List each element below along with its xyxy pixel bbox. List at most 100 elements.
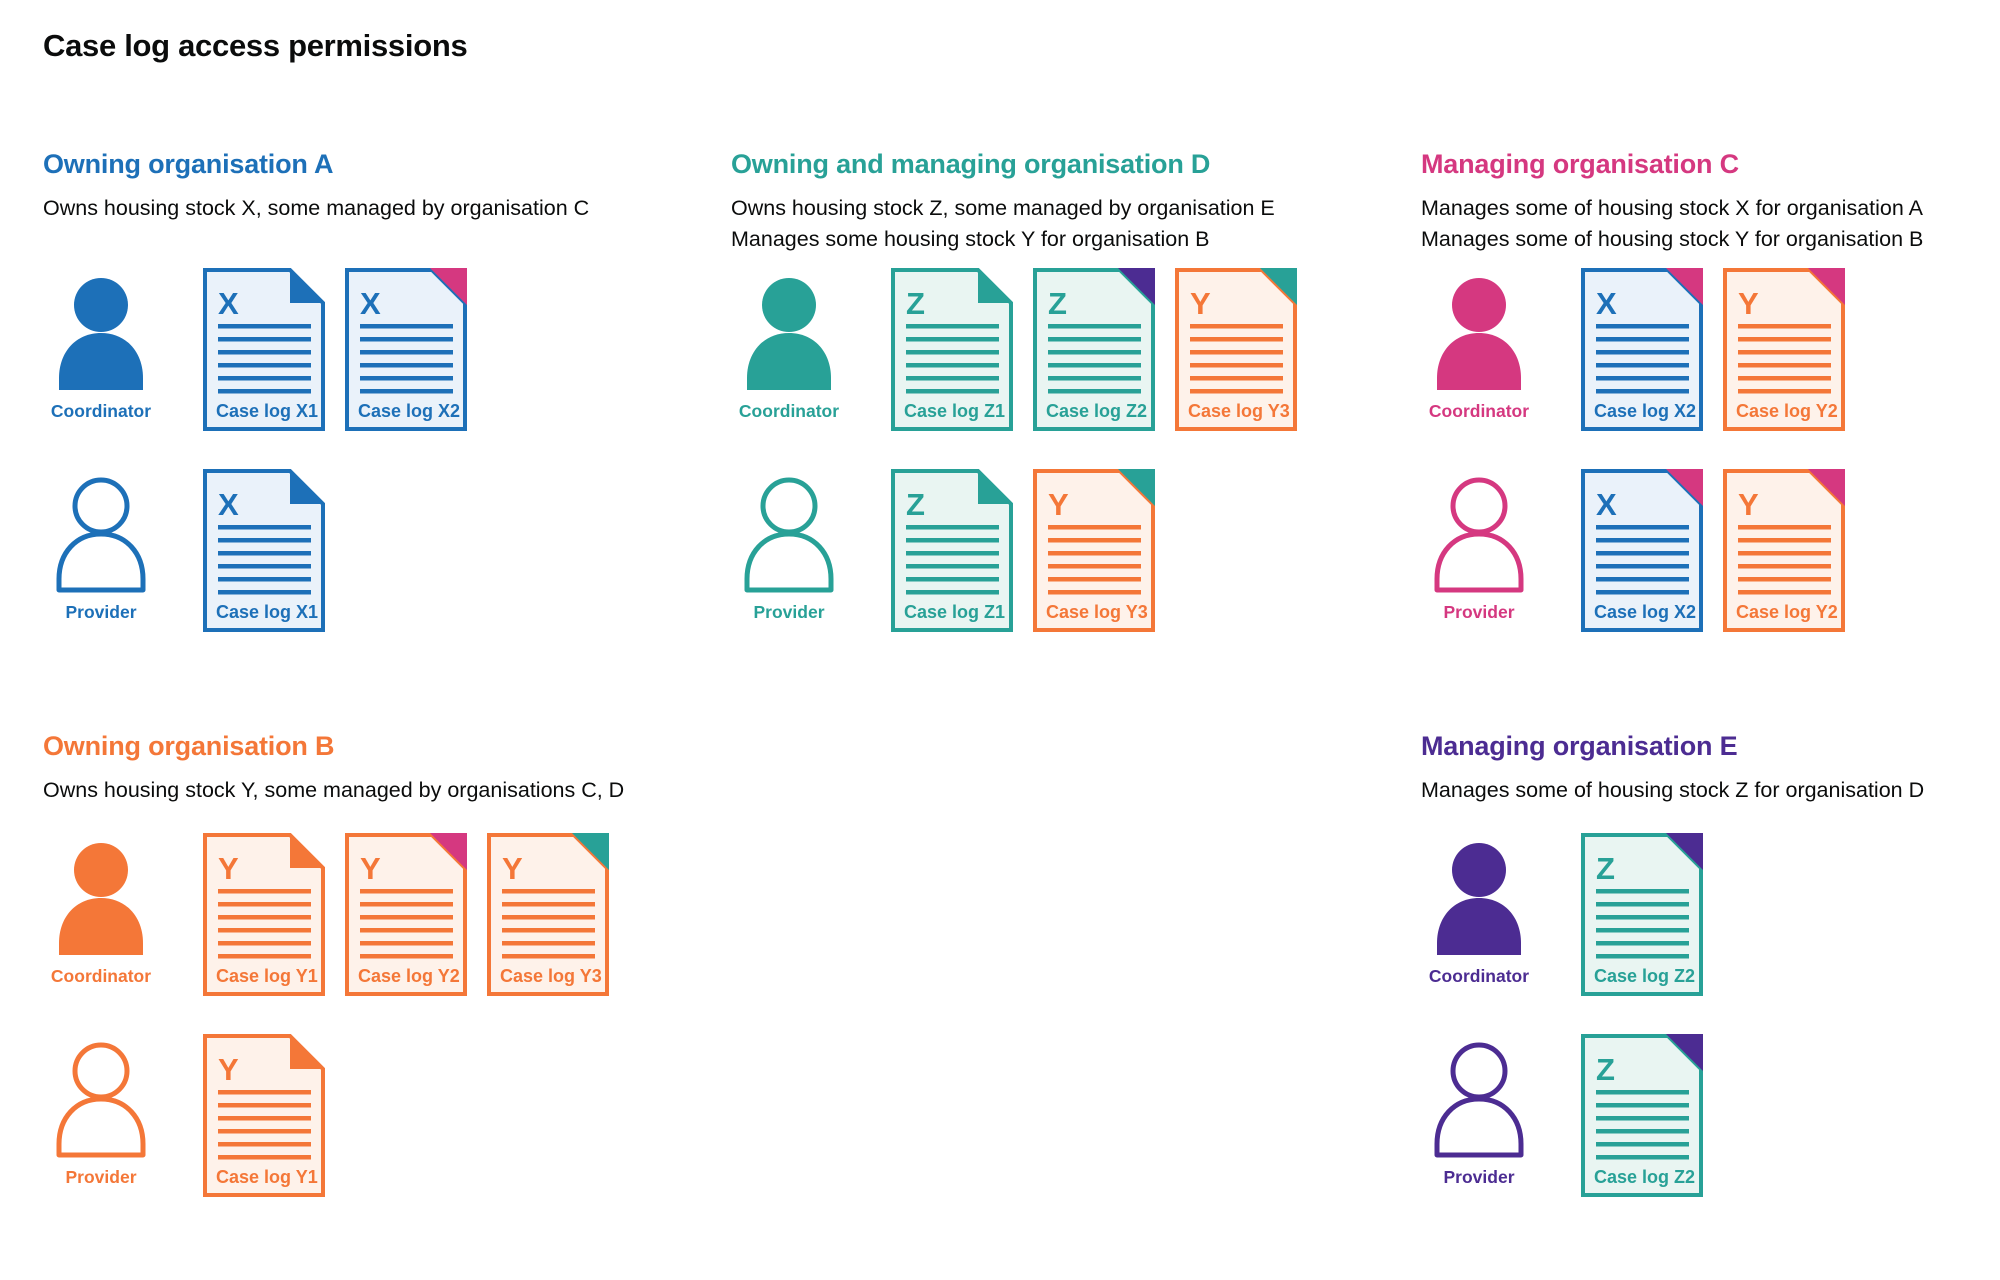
document-text-line — [1048, 577, 1141, 582]
page-title: Case log access permissions — [43, 28, 468, 63]
coordinator-row: Coordinator Z Case log Z1 Z Case log Z2 Y Case… — [731, 268, 1411, 431]
coordinator-figure: Coordinator — [43, 268, 159, 422]
document-text-line — [1596, 915, 1689, 920]
document-stock-letter: Z — [1596, 1052, 1615, 1087]
document-text-line — [906, 324, 999, 329]
case-log-doc: X Case log X1 — [203, 268, 325, 431]
case-log-document-icon: Y Case log Y1 — [203, 1034, 325, 1197]
document-text-line — [360, 941, 453, 946]
document-text-line — [218, 564, 311, 569]
case-log-document-icon: X Case log X1 — [203, 469, 325, 632]
case-log-document-icon: X Case log X2 — [1581, 469, 1703, 632]
document-text-line — [218, 928, 311, 933]
case-log-doc: Z Case log Z2 — [1581, 833, 1703, 996]
provider-row: Provider Z Case log Z2 — [1421, 1034, 1996, 1197]
document-text-line — [218, 337, 311, 342]
document-text-line — [906, 350, 999, 355]
document-text-line — [1048, 376, 1141, 381]
section-description-line: Owns housing stock X, some managed by or… — [43, 196, 590, 220]
person-role-label: Coordinator — [50, 966, 152, 986]
section-heading: Managing organisation E — [1421, 731, 1738, 761]
shared-folded-corner-icon — [1666, 469, 1703, 506]
document-text-line — [360, 902, 453, 907]
document-text-line — [1738, 538, 1831, 543]
folded-corner-icon — [978, 270, 1011, 303]
shared-folded-corner-icon — [430, 833, 467, 870]
document-text-line — [1190, 389, 1283, 394]
section-description-line: Owns housing stock Z, some managed by or… — [731, 196, 1275, 220]
document-text-line — [360, 350, 453, 355]
case-log-document-icon: Z Case log Z2 — [1581, 1034, 1703, 1197]
section-description-line: Manages some of housing stock Z for orga… — [1421, 778, 1925, 802]
document-label: Case log Z2 — [1046, 401, 1147, 421]
document-text-line — [218, 551, 311, 556]
person-role-label: Coordinator — [738, 401, 840, 421]
document-text-line — [360, 954, 453, 959]
provider-person-icon — [56, 477, 146, 593]
case-log-doc: X Case log X2 — [1581, 469, 1703, 632]
section-heading: Owning and managing organisation D — [731, 149, 1211, 179]
document-stock-letter: Y — [1190, 286, 1211, 321]
case-log-document-icon: Y Case log Y2 — [1723, 268, 1845, 431]
folded-corner-icon — [290, 270, 323, 303]
document-label: Case log Y2 — [358, 966, 460, 986]
coordinator-figure: Coordinator — [1421, 268, 1537, 422]
case-log-doc: Y Case log Y3 — [1033, 469, 1155, 632]
case-log-doc: Y Case log Y2 — [1723, 268, 1845, 431]
document-text-line — [1596, 538, 1689, 543]
document-text-line — [218, 1116, 311, 1121]
section-description-line: Owns housing stock Y, some managed by or… — [43, 778, 625, 802]
document-label: Case log Y2 — [1736, 602, 1838, 622]
folded-corner-icon — [290, 1036, 323, 1069]
document-text-line — [1596, 889, 1689, 894]
document-text-line — [218, 577, 311, 582]
section-heading: Managing organisation C — [1421, 149, 1739, 179]
document-text-line — [1738, 337, 1831, 342]
document-stock-letter: Y — [1048, 487, 1069, 522]
section-heading: Owning organisation A — [43, 149, 334, 179]
coordinator-figure: Coordinator — [43, 833, 159, 987]
provider-person-icon — [56, 1042, 146, 1158]
section-managing-organisation-c: Managing organisation C Manages some of h… — [1421, 140, 1996, 670]
case-log-document-icon: Y Case log Y1 — [203, 833, 325, 996]
document-text-line — [218, 915, 311, 920]
person-role-label: Provider — [65, 1167, 137, 1187]
case-log-doc: Y Case log Y2 — [1723, 469, 1845, 632]
document-text-line — [218, 324, 311, 329]
document-text-line — [218, 1103, 311, 1108]
case-log-document-icon: X Case log X2 — [345, 268, 467, 431]
document-text-line — [1048, 337, 1141, 342]
document-label: Case log X2 — [1594, 602, 1696, 622]
shared-folded-corner-icon — [1118, 469, 1155, 506]
coordinator-row: Coordinator Z Case log Z2 — [1421, 833, 1996, 996]
document-text-line — [502, 889, 595, 894]
case-log-document-icon: Y Case log Y3 — [1033, 469, 1155, 632]
case-log-document-icon: X Case log X2 — [1581, 268, 1703, 431]
coordinator-person-icon — [1437, 843, 1521, 955]
document-label: Case log X2 — [1594, 401, 1696, 421]
document-text-line — [1596, 389, 1689, 394]
provider-figure: Provider — [1421, 469, 1537, 623]
case-log-doc: Y Case log Y1 — [203, 833, 325, 996]
document-stock-letter: X — [360, 286, 381, 321]
document-text-line — [1738, 551, 1831, 556]
document-text-line — [1596, 1155, 1689, 1160]
document-text-line — [1596, 564, 1689, 569]
document-text-line — [1048, 389, 1141, 394]
document-text-line — [1048, 551, 1141, 556]
shared-folded-corner-icon — [1260, 268, 1297, 305]
document-text-line — [360, 363, 453, 368]
coordinator-figure: Coordinator — [731, 268, 847, 422]
document-text-line — [1596, 551, 1689, 556]
document-text-line — [906, 551, 999, 556]
case-log-doc: Z Case log Z2 — [1033, 268, 1155, 431]
document-text-line — [502, 954, 595, 959]
document-stock-letter: Z — [1048, 286, 1067, 321]
provider-row: Provider Z Case log Z1 Y Case log Y3 — [731, 469, 1411, 632]
provider-person-icon — [1434, 1042, 1524, 1158]
section-description-line: Manages some housing stock Y for organis… — [731, 227, 1210, 251]
document-text-line — [218, 525, 311, 530]
shared-folded-corner-icon — [1666, 1034, 1703, 1071]
document-text-line — [218, 954, 311, 959]
document-text-line — [1738, 376, 1831, 381]
